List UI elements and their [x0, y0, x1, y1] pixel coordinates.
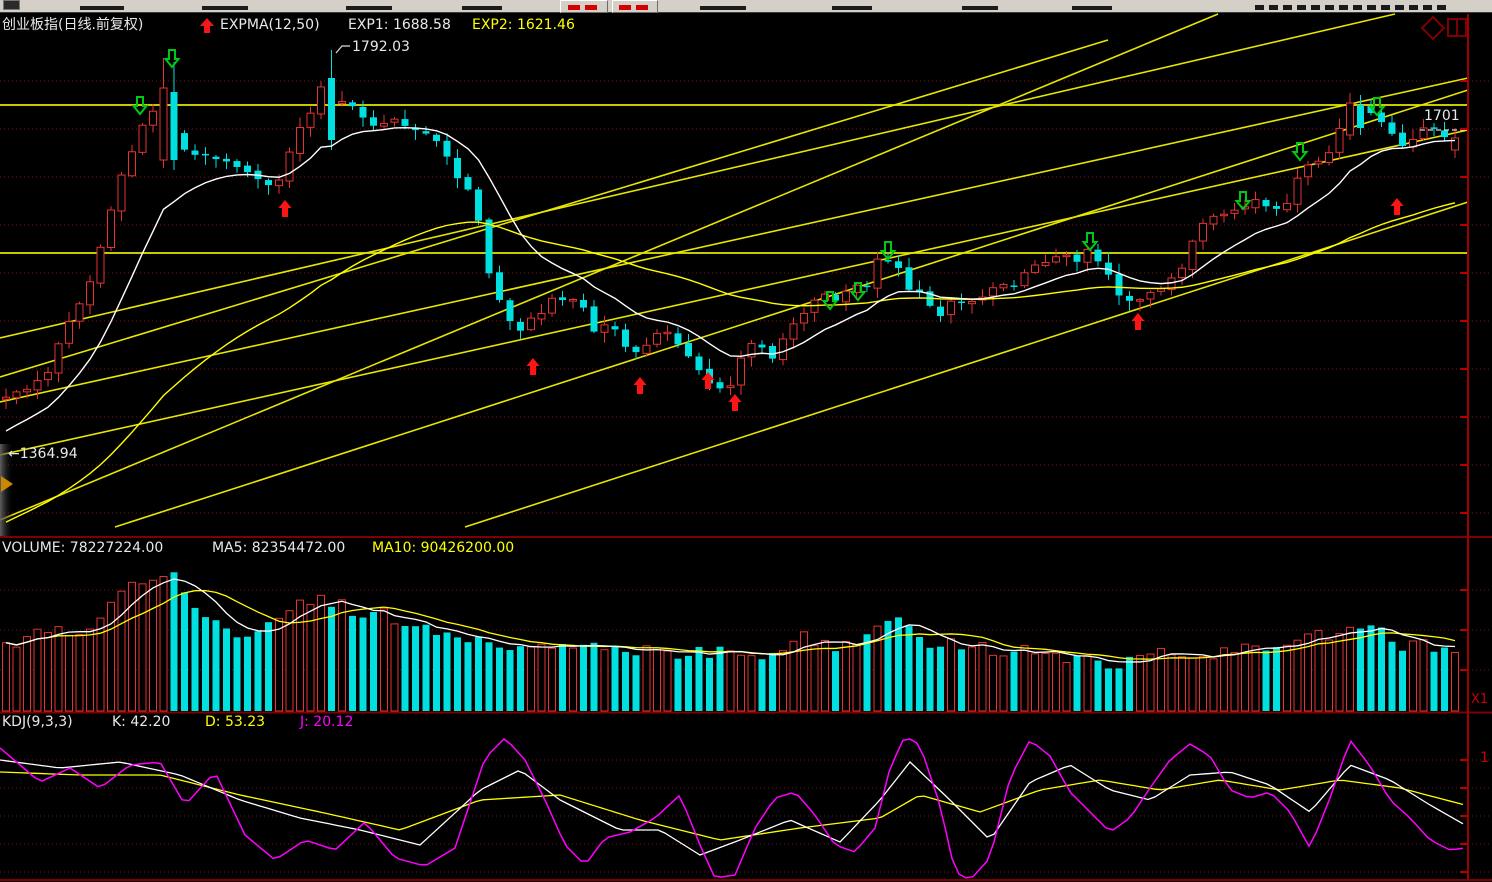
menu-item-fragment[interactable] — [346, 6, 392, 10]
volume-ma-lines — [5, 578, 1456, 663]
buy-arrow-icon — [278, 200, 292, 217]
buy-arrow-icon — [633, 377, 647, 394]
last-price-label: 1701 — [1424, 108, 1460, 124]
sell-arrow-icon — [849, 282, 867, 302]
menu-item-fragment[interactable] — [832, 6, 872, 10]
buy-arrow-icon — [728, 394, 742, 411]
menu-item-fragment[interactable] — [80, 6, 124, 10]
kdj-d-value: D: 53.23 — [205, 714, 266, 730]
buy-signal-arrow-icon — [200, 18, 214, 33]
menu-item-fragment[interactable] — [962, 6, 998, 10]
diamond-icon[interactable] — [1420, 15, 1446, 41]
indicator-name: EXPMA(12,50) — [220, 17, 320, 33]
signal-arrows — [131, 49, 1404, 411]
kdj-scale-label: 1 — [1480, 750, 1489, 766]
gridlines — [0, 80, 1492, 873]
top-toolbar — [0, 0, 1492, 13]
trendline-origin-marker — [1, 476, 13, 492]
volume-scale-label: X1 — [1471, 692, 1489, 707]
candles — [2, 50, 1459, 409]
buy-arrow-icon — [701, 372, 715, 389]
sell-arrow-icon — [1368, 97, 1386, 117]
high-price-pointer — [335, 45, 350, 54]
buy-arrow-icon — [526, 358, 540, 375]
status-text-fragment — [1255, 5, 1451, 10]
sell-arrow-icon — [879, 241, 897, 261]
sell-arrow-icon — [163, 49, 181, 69]
sell-arrow-icon — [1234, 191, 1252, 211]
exp1-value: EXP1: 1688.58 — [348, 17, 451, 33]
menu-item-fragment[interactable] — [700, 6, 746, 10]
kdj-k-value: K: 42.20 — [112, 714, 171, 730]
kdj-j-value: J: 20.12 — [300, 714, 354, 730]
expma-lines — [5, 126, 1456, 523]
left-edge-shade — [0, 444, 14, 536]
menu-item-fragment[interactable] — [202, 6, 248, 10]
toolbar-button[interactable] — [560, 0, 608, 13]
axes — [0, 14, 1492, 881]
instrument-title: 创业板指(日线.前复权) — [2, 17, 144, 33]
sell-arrow-icon — [1081, 232, 1099, 252]
app-icon[interactable] — [3, 0, 20, 10]
sell-arrow-icon — [131, 96, 149, 116]
corner-icons — [1420, 15, 1467, 41]
sell-arrow-icon — [1291, 142, 1309, 162]
kdj-indicator-label: KDJ(9,3,3) — [2, 714, 73, 730]
volume-ma5-label: MA5: 82354472.00 — [212, 540, 346, 556]
kdj-lines — [0, 737, 1464, 879]
volume-ma10-label: MA10: 90426200.00 — [372, 540, 515, 556]
trendlines — [0, 13, 1469, 528]
buy-arrow-icon — [1131, 313, 1145, 330]
menu-item-fragment[interactable] — [462, 6, 502, 10]
buy-arrow-icon — [1390, 198, 1404, 215]
volume-value-label: VOLUME: 78227224.00 — [2, 540, 164, 556]
sell-arrow-icon — [821, 291, 839, 311]
volume-bars — [2, 572, 1459, 712]
exp2-value: EXP2: 1621.46 — [472, 17, 575, 33]
menu-item-fragment[interactable] — [1072, 6, 1112, 10]
toolbar-button[interactable] — [612, 0, 658, 13]
high-price-label: 1792.03 — [352, 39, 410, 55]
low-price-label: ←1364.94 — [8, 446, 78, 462]
